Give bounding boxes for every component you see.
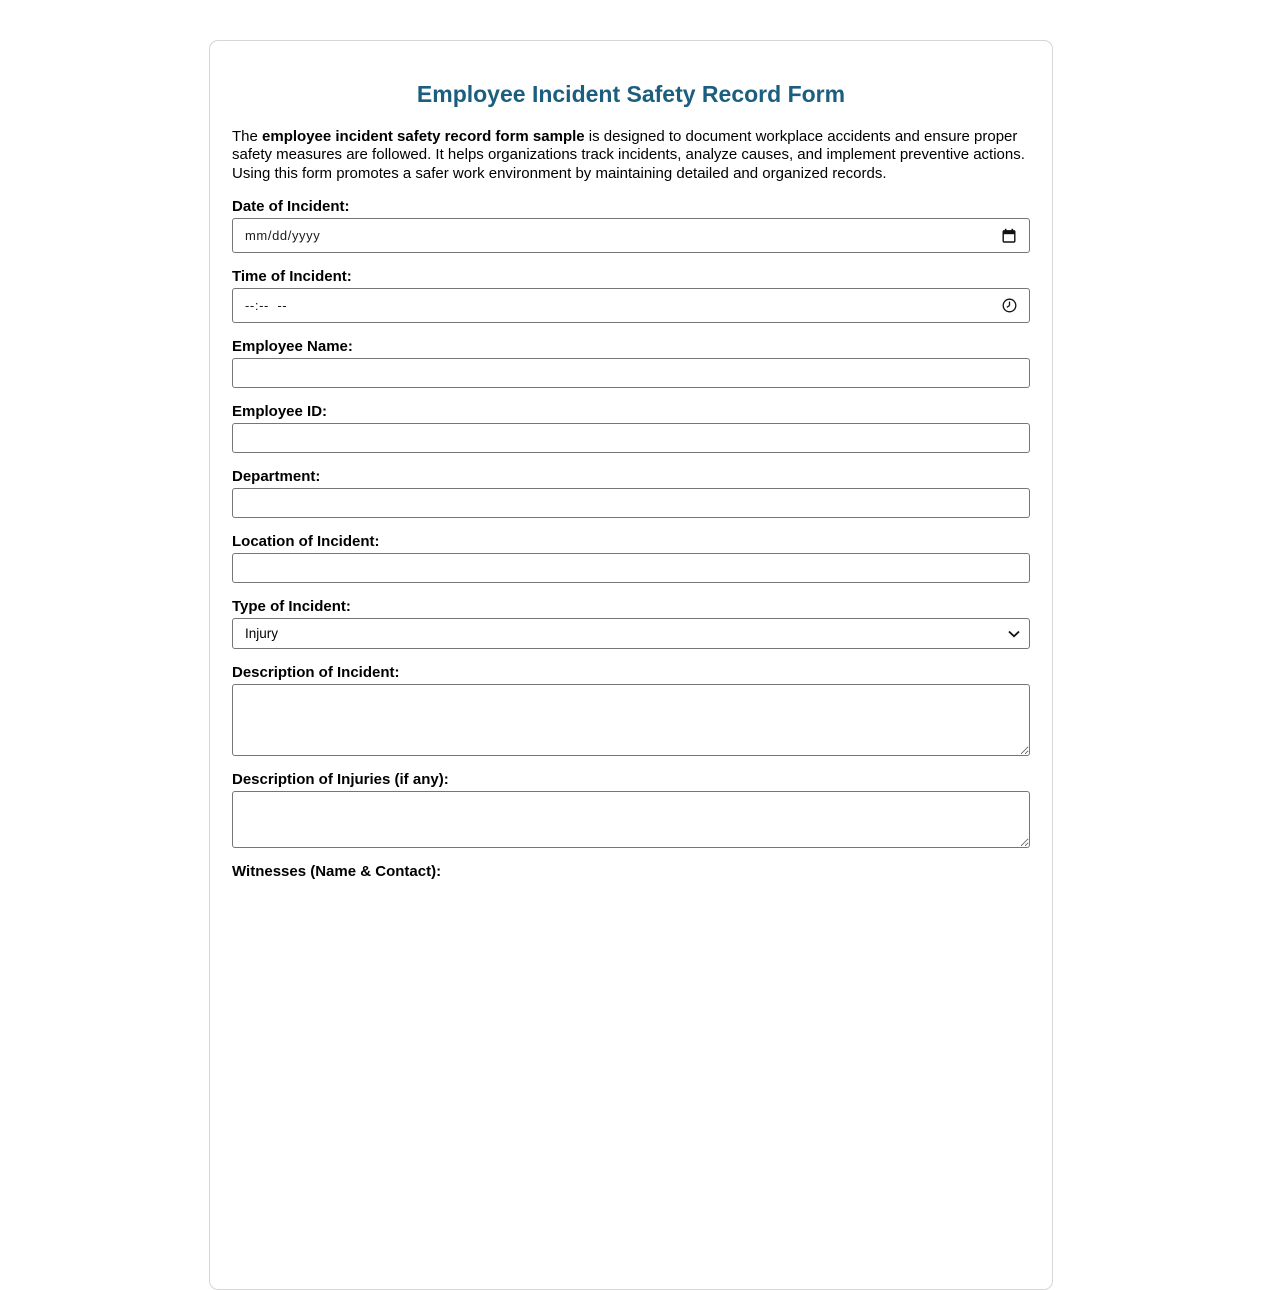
type-of-incident-label: Type of Incident:: [232, 598, 351, 616]
clock-icon[interactable]: [1002, 298, 1017, 313]
location-of-incident-label: Location of Incident:: [232, 533, 380, 551]
employee-name-label: Employee Name:: [232, 338, 353, 356]
time-of-incident-input[interactable]: --:-- --: [232, 288, 1030, 324]
employee-id-label: Employee ID:: [232, 403, 328, 421]
department-input[interactable]: [232, 488, 1030, 519]
date-of-incident-label: Date of Incident:: [232, 198, 350, 216]
type-of-incident-select-wrap: Injury: [232, 618, 1030, 650]
department-label: Department:: [232, 468, 321, 486]
witnesses-label: Witnesses (Name & Contact):: [232, 863, 442, 881]
form-card: Employee Incident Safety Record Form The…: [209, 40, 1053, 1290]
time-placeholder-text: --:-- --: [245, 298, 288, 314]
intro-paragraph: The employee incident safety record form…: [232, 128, 1030, 183]
intro-rest: is designed to document workplace accide…: [232, 128, 1025, 182]
intro-prefix: The: [232, 128, 263, 145]
description-of-incident-textarea[interactable]: [232, 684, 1030, 757]
description-of-injuries-textarea[interactable]: [232, 791, 1030, 849]
date-of-incident-input[interactable]: mm/dd/yyyy: [232, 218, 1030, 254]
time-of-incident-label: Time of Incident:: [232, 268, 352, 286]
employee-id-input[interactable]: [232, 423, 1030, 454]
description-of-injuries-label: Description of Injuries (if any):: [232, 771, 449, 789]
employee-name-input[interactable]: [232, 358, 1030, 389]
date-placeholder-text: mm/dd/yyyy: [245, 228, 321, 244]
type-of-incident-select[interactable]: Injury: [232, 618, 1030, 650]
page-title: Employee Incident Safety Record Form: [416, 81, 846, 107]
description-of-incident-label: Description of Incident:: [232, 664, 400, 682]
location-of-incident-input[interactable]: [232, 553, 1030, 584]
intro-bold: employee incident safety record form sam…: [262, 128, 585, 145]
calendar-icon[interactable]: [1001, 228, 1017, 244]
